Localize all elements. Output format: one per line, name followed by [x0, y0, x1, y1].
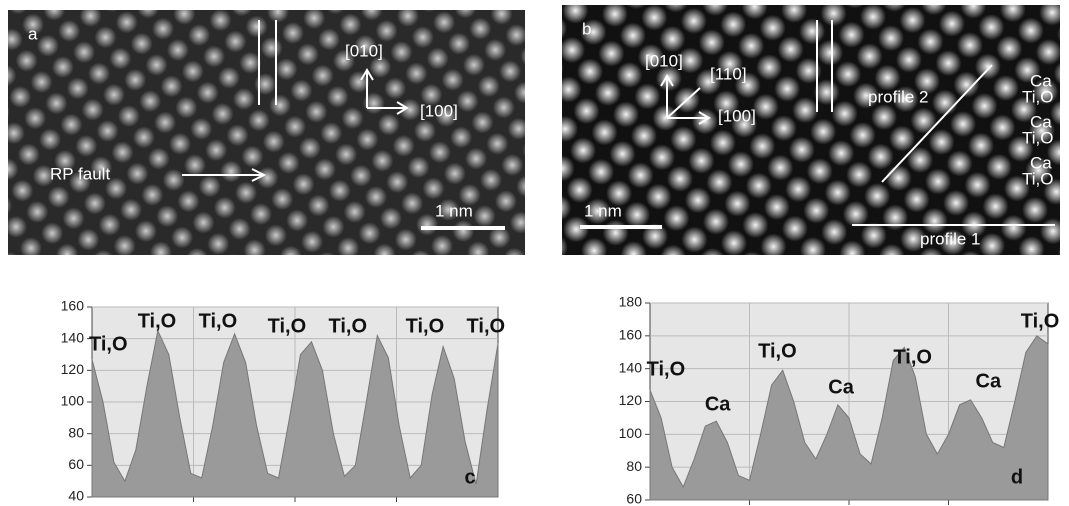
atom-label: Ti,O — [1022, 87, 1053, 106]
atom-label: Ca — [1030, 112, 1052, 131]
image — [562, 5, 1060, 255]
y-tick-label: 120 — [619, 392, 643, 408]
peak-label: Ti,O — [647, 358, 686, 380]
panel-label: c — [464, 466, 475, 488]
axes-arrow — [360, 68, 409, 115]
peak-label: Ti,O — [138, 310, 177, 332]
panel-label: b — [582, 19, 591, 38]
axes-arrow — [660, 74, 711, 125]
fault-arrow — [182, 168, 267, 182]
y-tick-label: 140 — [619, 359, 643, 375]
peak-label: Ti,O — [893, 346, 932, 368]
profile-area — [649, 335, 1049, 501]
peak-label: Ca — [705, 393, 731, 415]
peak-label: Ti,O — [467, 315, 506, 337]
atom-label: Ca — [1030, 71, 1052, 90]
peak-label: Ca — [828, 376, 854, 398]
direction: [010] — [345, 41, 383, 60]
y-tick-label: 60 — [626, 491, 642, 506]
atom-label: Ca — [1030, 153, 1052, 172]
image — [8, 10, 525, 255]
direction: [100] — [420, 101, 458, 120]
peak-label: Ti,O — [329, 315, 368, 337]
atom-label: Ti,O — [1022, 128, 1053, 147]
y-tick-label: 160 — [61, 298, 85, 314]
atom-label: Ti,O — [1022, 169, 1053, 188]
profile-area — [91, 329, 499, 498]
y-tick-label: 140 — [61, 329, 85, 345]
peak-label: Ti,O — [406, 315, 445, 337]
micrograph-a: a [010] [100] RP fault 1 nm — [8, 10, 525, 255]
panel-label: a — [28, 24, 38, 43]
y-tick-label: 120 — [61, 361, 85, 377]
y-tick-label: 100 — [619, 425, 643, 441]
peak-label: Ti,O — [1021, 310, 1060, 332]
y-tick-label: 80 — [626, 458, 642, 474]
peak-label: Ti,O — [89, 333, 128, 355]
micrograph-b: b [010] [110] [100] profile 2 Ca Ti,O Ca… — [562, 5, 1060, 255]
y-tick-label: 40 — [68, 488, 84, 504]
direction: [010] — [645, 51, 683, 70]
y-tick-label: 100 — [61, 393, 85, 409]
y-tick-label: 60 — [68, 456, 84, 472]
peak-label: Ca — [976, 370, 1002, 392]
scale-label: 1 nm — [584, 201, 622, 220]
peak-label: Ti,O — [268, 315, 307, 337]
peak-label: Ti,O — [199, 310, 238, 332]
direction: [100] — [718, 106, 756, 125]
y-tick-label: 160 — [619, 327, 643, 343]
y-tick-label: 180 — [619, 294, 643, 310]
panel-label: d — [1011, 466, 1023, 488]
fault-label: RP fault — [50, 164, 110, 183]
peak-label: Ti,O — [758, 340, 797, 362]
profile-label: profile 1 — [920, 229, 980, 248]
profile-line — [881, 64, 993, 183]
scale-label: 1 nm — [435, 201, 473, 220]
direction: [110] — [710, 64, 747, 83]
y-tick-label: 80 — [68, 424, 84, 440]
profile-label: profile 2 — [868, 87, 928, 106]
